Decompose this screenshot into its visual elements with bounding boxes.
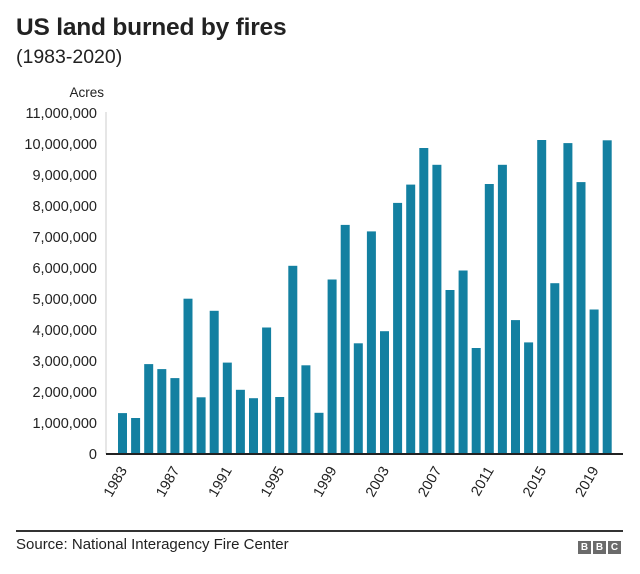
- bar-1993: 1993: 1,800,000: [249, 398, 258, 454]
- y-tick-label: 4,000,000: [32, 323, 97, 339]
- bar-2015: 2015: 10,130,000: [537, 140, 547, 454]
- bar-2013: 2013: 4,320,000: [511, 320, 520, 454]
- bar-1999: 1999: 5,630,000: [327, 279, 337, 454]
- y-axis-unit-label: Acres: [69, 85, 104, 100]
- bar-1990: 1990: 4,620,000: [209, 310, 219, 454]
- bar-2006: 2006: 9,870,000: [419, 148, 429, 454]
- y-tick-label: 3,000,000: [32, 354, 97, 370]
- source-note: Source: National Interagency Fire Center: [16, 536, 289, 553]
- bar-1987: 1987: 2,450,000: [170, 378, 180, 455]
- bar-1988: 1988: 5,010,000: [183, 298, 193, 454]
- bar-1994: 1994: 4,080,000: [262, 327, 272, 454]
- bar-2012: 2012: 9,330,000: [497, 164, 507, 455]
- bar-2003: 2003: 3,960,000: [380, 331, 389, 454]
- y-tick-label: 1,000,000: [32, 416, 97, 432]
- x-tick-label: 2019: [573, 464, 603, 500]
- bar-2018: 2018: 8,770,000: [576, 182, 586, 454]
- bar-1989: 1989: 1,830,000: [196, 397, 206, 454]
- bar-1991: 1991: 2,950,000: [222, 362, 232, 455]
- bar-2001: 2001: 3,570,000: [353, 343, 363, 454]
- x-tick-label: 2015: [520, 464, 550, 500]
- x-tick-label: 2003: [363, 464, 393, 500]
- bbc-logo: B B C: [578, 541, 621, 554]
- bar-2008: 2008: 5,290,000: [445, 290, 455, 454]
- chart-subtitle: (1983-2020): [16, 46, 123, 68]
- bar-1984: 1984: 1,160,000: [131, 418, 141, 454]
- bar-1986: 1986: 2,740,000: [157, 369, 167, 454]
- y-tick-label: 7,000,000: [32, 230, 97, 246]
- chart-title: US land burned by fires: [16, 14, 287, 41]
- bbc-logo-letter: C: [608, 541, 621, 554]
- bars: 1983: 1,320,000 1984: 1,160,0001985: 2,90…: [118, 140, 612, 455]
- bar-2005: 2005: 8,690,000: [406, 184, 416, 454]
- bar-2016: 2016: 5,510,000: [550, 283, 560, 454]
- y-tick-label: 5,000,000: [32, 292, 97, 308]
- bar-1997: 1997: 2,860,000: [301, 365, 311, 454]
- y-tick-label: 9,000,000: [32, 168, 97, 184]
- bar-2004: 2004: 8,100,000: [393, 202, 403, 454]
- x-tick-label: 1991: [206, 464, 236, 500]
- bar-1998: 1998: 1,330,000: [314, 412, 324, 454]
- y-tick-label: 10,000,000: [24, 137, 97, 153]
- bar-2010: 2010: 3,420,000: [471, 348, 481, 454]
- bar-1983: 1983: 1,320,000: [118, 413, 127, 454]
- bar-2014: 2014: 3,600,000: [524, 342, 534, 454]
- x-tick-label: 1987: [153, 464, 183, 500]
- y-axis: Acres 0 1,000,000 2,000,000 3,000,000 4,000,0…: [24, 85, 107, 463]
- bar-1992: 1992: 2,070,000: [235, 389, 245, 454]
- bar-2002: 2002: 7,180,000: [366, 231, 376, 454]
- y-tick-label: 0: [89, 447, 97, 463]
- x-tick-label: 1983: [101, 464, 131, 500]
- bar-2009: 2009: 5,920,000: [458, 270, 468, 454]
- x-axis: 1983 1987 1991 1995 1999 2003 2007 2011 2015 2019: [101, 453, 623, 500]
- bar-1985: 1985: 2,900,000: [144, 364, 154, 454]
- footer-divider: [16, 530, 623, 532]
- x-tick-label: 1995: [258, 464, 288, 500]
- y-tick-label: 11,000,000: [26, 106, 98, 122]
- bbc-logo-letter: B: [593, 541, 606, 554]
- y-tick-label: 8,000,000: [32, 199, 97, 215]
- bar-2019: 2019: 4,660,000: [589, 309, 599, 454]
- bar-2011: 2011: 8,710,000: [484, 184, 494, 454]
- x-tick-label: 2011: [468, 464, 497, 499]
- bbc-logo-letter: B: [578, 541, 591, 554]
- y-tick-label: 2,000,000: [32, 385, 97, 401]
- x-tick-label: 2007: [415, 464, 445, 500]
- bar-2020: 2020: 10,120,000: [602, 140, 612, 455]
- bar-2017: 2017: 10,030,000: [563, 143, 573, 454]
- bar-2000: 2000: 7,390,000: [340, 224, 350, 454]
- bar-chart: Acres 0 1,000,000 2,000,000 3,000,000 4,000,0…: [24, 85, 623, 500]
- y-tick-label: 6,000,000: [32, 261, 97, 277]
- bar-1996: 1996: 6,070,000: [288, 265, 298, 454]
- x-tick-label: 1999: [311, 464, 341, 500]
- bar-2007: 2007: 9,330,000: [432, 164, 442, 455]
- bar-1995: 1995: 1,840,000: [275, 397, 285, 454]
